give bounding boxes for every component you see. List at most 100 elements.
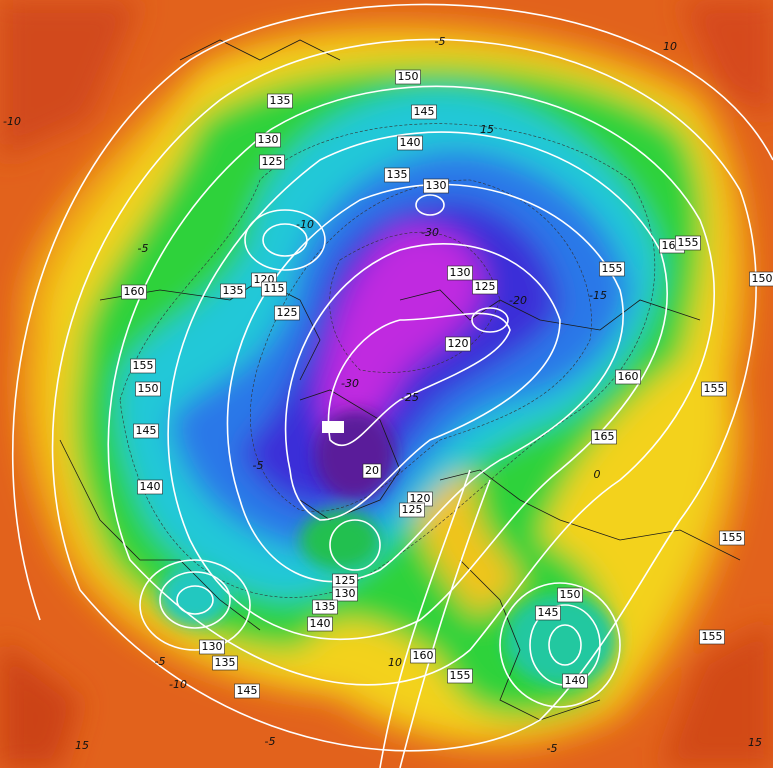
- label-box: [274, 305, 300, 321]
- label-blank: [322, 421, 344, 433]
- height-label: 140: [140, 480, 161, 493]
- label-box: [220, 283, 246, 299]
- label-box: [397, 135, 423, 151]
- height-label: 130: [258, 133, 279, 146]
- height-label: 135: [315, 600, 336, 613]
- height-label: 155: [678, 236, 699, 249]
- height-label: 155: [602, 262, 623, 275]
- temperature-label: -5: [435, 35, 446, 48]
- temperature-label: 10: [663, 40, 677, 53]
- label-box: [411, 104, 437, 120]
- temperature-label: -10: [169, 678, 187, 691]
- label-box: [719, 530, 745, 546]
- height-label: 130: [426, 179, 447, 192]
- height-label: 125: [402, 503, 423, 516]
- label-box: [423, 178, 449, 194]
- height-label: 160: [618, 370, 639, 383]
- label-box: [535, 605, 561, 621]
- label-box: [267, 93, 293, 109]
- height-label: 150: [398, 70, 419, 83]
- label-box: [384, 167, 410, 183]
- temperature-label: -30: [421, 226, 439, 239]
- temperature-label: 15: [748, 736, 762, 749]
- height-label: 140: [565, 674, 586, 687]
- height-label: 120: [448, 337, 469, 350]
- label-box: [591, 429, 617, 445]
- height-label: 145: [538, 606, 559, 619]
- height-label: 145: [414, 105, 435, 118]
- temperature-label: -30: [341, 377, 359, 390]
- height-label: 130: [335, 587, 356, 600]
- label-box: [234, 683, 260, 699]
- label-box: [615, 369, 641, 385]
- temperature-label: -10: [296, 218, 314, 231]
- height-label: 140: [310, 617, 331, 630]
- label-box: [445, 336, 471, 352]
- temperature-label: -5: [265, 735, 276, 748]
- height-label: 155: [450, 669, 471, 682]
- height-label: 130: [450, 266, 471, 279]
- label-box: [199, 639, 225, 655]
- label-box: [133, 423, 159, 439]
- temperature-label: 15: [75, 739, 89, 752]
- label-box: [307, 616, 333, 632]
- temperature-label: 0: [594, 468, 601, 481]
- label-box: [447, 668, 473, 684]
- temperature-label: -5: [547, 742, 558, 755]
- height-label: 165: [594, 430, 615, 443]
- height-label: 125: [335, 574, 356, 587]
- label-box: [130, 358, 156, 374]
- height-label: 115: [264, 282, 285, 295]
- height-label: 130: [202, 640, 223, 653]
- label-box: [675, 235, 701, 251]
- label-box: [410, 648, 436, 664]
- height-label: 135: [270, 94, 291, 107]
- label-box: [699, 629, 725, 645]
- label-box: [261, 281, 287, 297]
- label-box: [701, 381, 727, 397]
- label-box: [121, 284, 147, 300]
- temperature-label: -10: [3, 115, 21, 128]
- height-label: 155: [722, 531, 743, 544]
- label-box: [472, 279, 498, 295]
- label-box: [255, 132, 281, 148]
- temperature-label: -5: [253, 459, 264, 472]
- temperature-label: 10: [388, 656, 402, 669]
- label-box: [362, 463, 382, 479]
- temperature-label: 15: [480, 123, 494, 136]
- label-box: [562, 673, 588, 689]
- label-box: [599, 261, 625, 277]
- label-box: [135, 381, 161, 397]
- label-box: [557, 587, 583, 603]
- height-label: 135: [387, 168, 408, 181]
- height-label: 160: [124, 285, 145, 298]
- height-label: 125: [277, 306, 298, 319]
- height-label: 125: [475, 280, 496, 293]
- height-label: 140: [400, 136, 421, 149]
- height-label: 145: [136, 424, 157, 437]
- temperature-label: -20: [509, 294, 527, 307]
- height-label: 150: [560, 588, 581, 601]
- label-box: [447, 265, 473, 281]
- height-label: 135: [223, 284, 244, 297]
- height-label: 155: [133, 359, 154, 372]
- label-box: [399, 502, 425, 518]
- label-box: [332, 586, 358, 602]
- height-label: 120: [410, 492, 431, 505]
- temperature-label: -5: [138, 242, 149, 255]
- height-label: 155: [702, 630, 723, 643]
- height-label: 150: [752, 272, 773, 285]
- height-contours: [11, 3, 773, 768]
- height-label: 125: [262, 155, 283, 168]
- temperature-label: -5: [155, 655, 166, 668]
- label-box: [137, 479, 163, 495]
- height-label: 150: [138, 382, 159, 395]
- height-label: 160: [413, 649, 434, 662]
- label-box: [212, 655, 238, 671]
- label-box: [259, 154, 285, 170]
- label-box: [749, 271, 773, 287]
